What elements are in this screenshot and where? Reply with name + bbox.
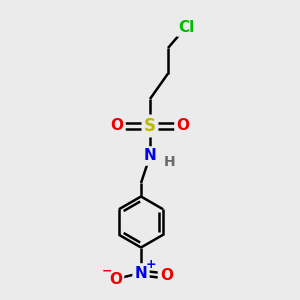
Text: S: S <box>144 117 156 135</box>
Text: O: O <box>110 118 124 134</box>
Text: O: O <box>176 118 190 134</box>
Text: H: H <box>164 155 175 169</box>
Text: O: O <box>109 272 122 286</box>
Text: +: + <box>145 258 156 271</box>
Text: O: O <box>160 268 173 284</box>
Text: N: N <box>144 148 156 164</box>
Text: N: N <box>135 266 147 280</box>
Text: Cl: Cl <box>178 20 194 34</box>
Text: −: − <box>102 264 112 277</box>
